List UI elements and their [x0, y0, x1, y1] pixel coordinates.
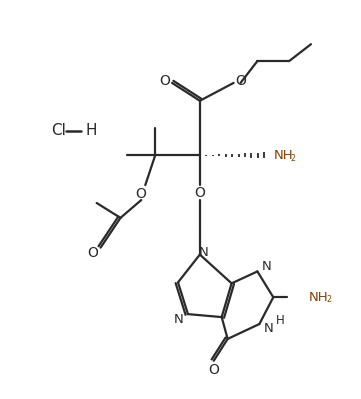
- Text: O: O: [135, 187, 146, 201]
- Text: $_2$: $_2$: [290, 152, 296, 164]
- Text: $_2$: $_2$: [326, 294, 332, 306]
- Text: O: O: [195, 186, 205, 200]
- Text: NH: NH: [309, 291, 329, 304]
- Text: N: N: [264, 322, 273, 336]
- Text: O: O: [235, 74, 246, 88]
- Text: N: N: [199, 246, 209, 259]
- Text: H: H: [86, 123, 97, 138]
- Text: Cl: Cl: [51, 123, 66, 138]
- Text: NH: NH: [273, 149, 293, 162]
- Text: O: O: [160, 74, 170, 88]
- Text: O: O: [87, 246, 98, 260]
- Text: H: H: [276, 314, 284, 326]
- Text: N: N: [261, 260, 271, 273]
- Text: N: N: [174, 312, 184, 326]
- Text: O: O: [208, 363, 219, 377]
